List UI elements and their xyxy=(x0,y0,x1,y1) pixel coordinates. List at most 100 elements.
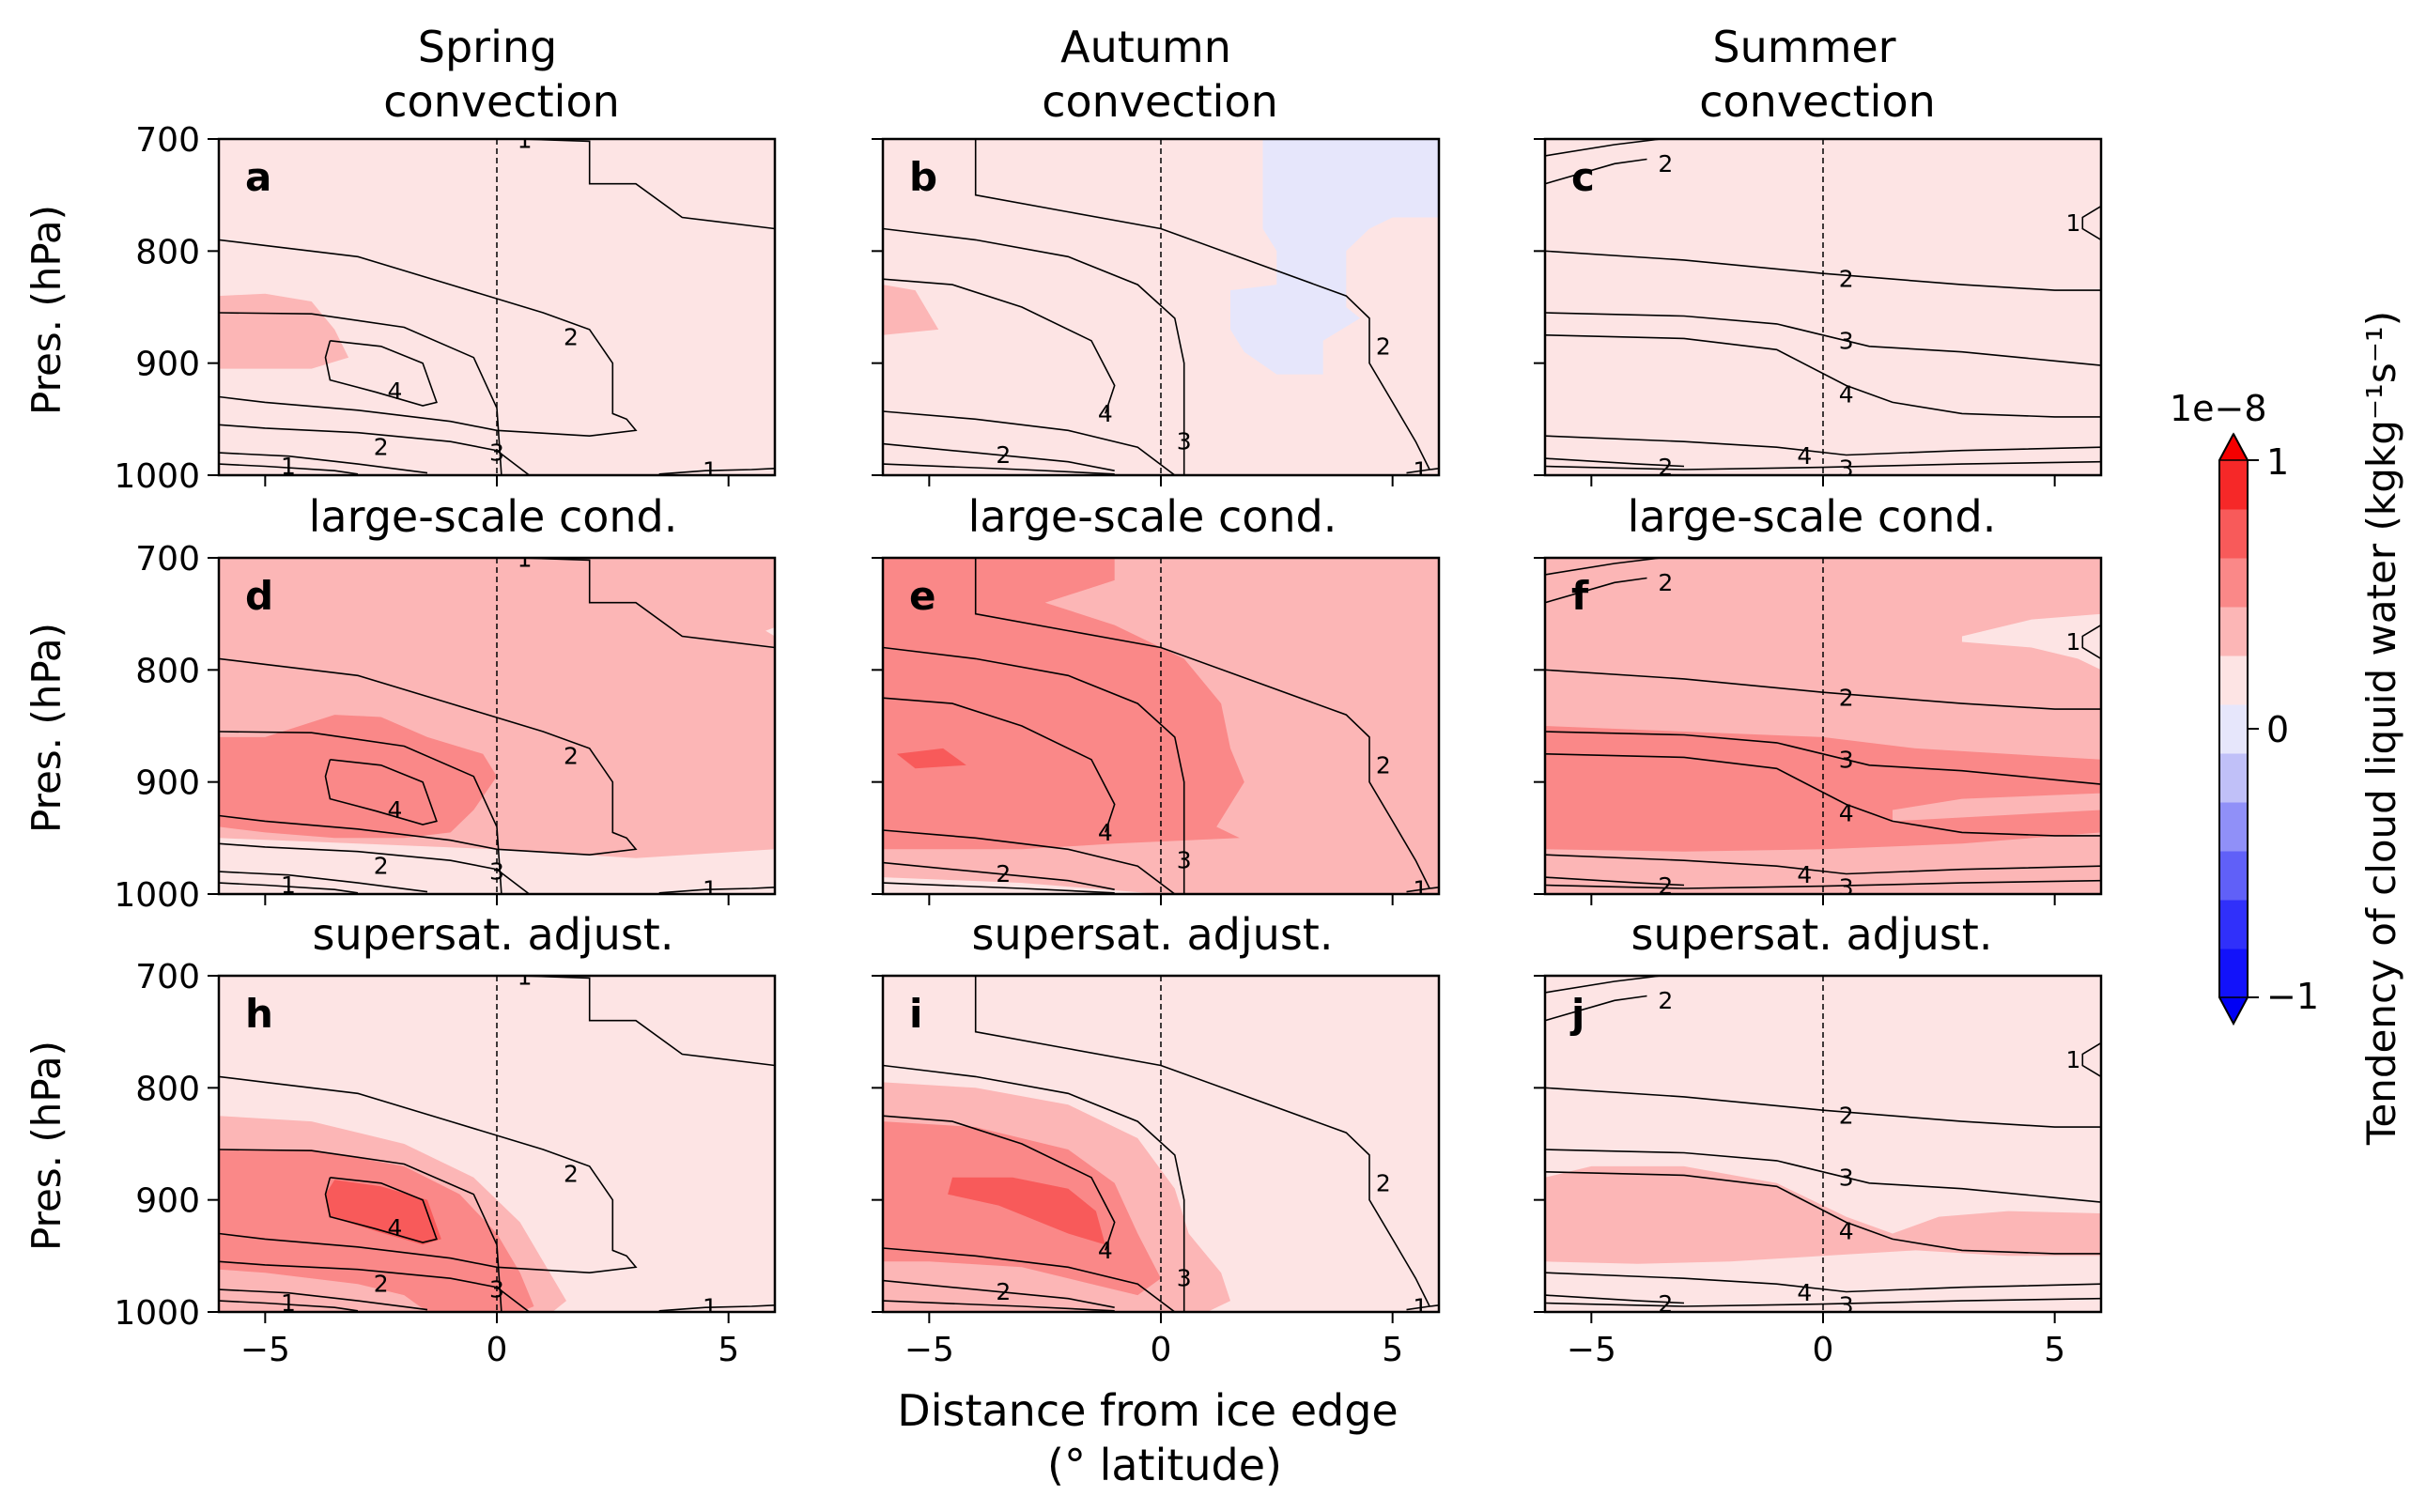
col-title-summer-line1: Summer xyxy=(1712,22,1895,72)
panel-f-contour-7 xyxy=(1545,876,1685,887)
panel-j-x-tick-label-2: 5 xyxy=(2044,1331,2065,1369)
panel-c-contour-label-8: 3 xyxy=(1839,455,1854,482)
panel-b-letter: b xyxy=(909,154,937,200)
panel-e-contour-4 xyxy=(883,861,1115,890)
panel-a-contour-6 xyxy=(219,463,359,475)
panel-c-contour-4 xyxy=(1545,312,2101,366)
panel-e-plot-area: 2 3 4 2 1 xyxy=(883,558,1439,903)
panel-i-x-tick-label-1: 0 xyxy=(1151,1331,1172,1369)
panel-h-x-tick-label-1: 0 xyxy=(487,1331,508,1369)
colorbar-segment-10 xyxy=(2219,460,2248,510)
panel-d-y-tick-label-1: 800 xyxy=(135,652,200,690)
panel-b-contour-label-0: 2 xyxy=(1376,332,1391,360)
panel-f-contour-label-4: 3 xyxy=(1839,746,1854,773)
panel-b-fill-region-1 xyxy=(883,285,939,335)
panel-c-contour-3 xyxy=(1545,250,2101,291)
colorbar-segment-2 xyxy=(2219,851,2248,901)
panel-i-fill-region-2 xyxy=(948,1177,1105,1245)
panel-i-contour-label-1: 3 xyxy=(1177,1265,1192,1292)
col-title-summer-line2: convection xyxy=(1699,76,1936,127)
panel-f-contour-0 xyxy=(1545,558,1661,576)
panel-j-contour-label-5: 4 xyxy=(1839,1218,1854,1245)
panel-f-contour-label-2: 1 xyxy=(2065,628,2080,656)
panel-c-contour-0 xyxy=(1545,139,1661,157)
panel-c-contour-label-0: 2 xyxy=(1658,150,1673,177)
colorbar xyxy=(2218,432,2259,1026)
panel-j-contour-6 xyxy=(1545,1272,2101,1293)
panel-d-contour-6 xyxy=(219,882,359,894)
colorbar-segment-3 xyxy=(2219,802,2248,852)
panel-c-contour-label-2: 1 xyxy=(2065,209,2080,237)
panel-f-contour-3 xyxy=(1545,669,2101,710)
panel-f-contour-1 xyxy=(1545,577,1647,604)
panel-i-contour-2 xyxy=(883,1115,1116,1251)
panel-a-contour-5 xyxy=(219,452,428,474)
panel-h-contour-1 xyxy=(219,1075,638,1274)
panel-b-contour-0 xyxy=(974,139,1430,471)
panel-a-y-tick-label-3: 1000 xyxy=(114,457,200,496)
panel-i-contour-label-2: 4 xyxy=(1098,1237,1113,1264)
panel-b-contour-label-4: 2 xyxy=(996,441,1011,469)
panel-i-contour-4 xyxy=(883,1279,1115,1308)
colorbar-segment-6 xyxy=(2219,656,2248,705)
panel-h-contour-4 xyxy=(219,1260,530,1312)
panel-d-contour-label-5: 2 xyxy=(374,853,389,880)
y-axis-label-row2: Pres. (hPa) xyxy=(23,623,70,833)
panel-i-contour-label-6: 1 xyxy=(1413,1294,1428,1321)
panel-f-contour-label-7: 2 xyxy=(1658,872,1673,900)
panel-b-contour-5 xyxy=(883,463,1115,475)
panel-a-contour-7 xyxy=(658,468,775,475)
panel-d-contour-3 xyxy=(324,759,438,825)
panel-a-contour-2 xyxy=(219,312,502,475)
panel-j-contour-0 xyxy=(1545,976,1661,994)
panel-f-contour-2 xyxy=(2081,624,2101,660)
panel-d-fill-region-1 xyxy=(765,627,775,637)
panel-a-contour-0 xyxy=(519,139,775,230)
colorbar-segment-7 xyxy=(2219,607,2248,656)
panel-j-contour-2 xyxy=(2081,1041,2101,1078)
colorbar-segment-8 xyxy=(2219,558,2248,608)
panel-b-contour-3 xyxy=(883,410,1176,475)
panel-a-contour-label-1: 2 xyxy=(564,324,579,351)
panel-d-contour-label-0: 1 xyxy=(518,546,533,573)
colorbar-tick-label-mid: 0 xyxy=(2266,709,2289,750)
panel-e-fill-region-2 xyxy=(896,748,966,769)
row-title-large-scale-spring: large-scale cond. xyxy=(309,491,678,542)
panel-e-fill-region-1 xyxy=(883,558,1244,850)
panel-b-contour-2 xyxy=(883,278,1116,414)
panel-h-contour-label-6: 1 xyxy=(281,1289,296,1317)
colorbar-segment-4 xyxy=(2219,753,2248,803)
panel-d-contour-1 xyxy=(219,657,638,856)
panel-e-contour-label-1: 3 xyxy=(1177,847,1192,874)
panel-c-contour-8 xyxy=(1545,460,2101,471)
panel-b-contour-1 xyxy=(883,227,1185,475)
panel-e-contour-0 xyxy=(974,558,1430,889)
panel-a-contour-label-5: 2 xyxy=(374,434,389,461)
panel-e-contour-2 xyxy=(883,697,1116,833)
row-title-supersat-summer: supersat. adjust. xyxy=(1631,909,1993,960)
panel-i-contour-0 xyxy=(974,976,1430,1307)
panel-b-contour-label-2: 4 xyxy=(1098,400,1113,427)
panel-d-letter: d xyxy=(245,573,273,619)
panel-c-contour-2 xyxy=(2081,205,2101,241)
panel-e-contour-label-6: 1 xyxy=(1413,876,1428,903)
col-title-spring-line1: Spring xyxy=(418,22,557,72)
x-axis-label-line2: (° latitude) xyxy=(1047,1440,1282,1490)
panel-j-letter: j xyxy=(1569,991,1584,1037)
panel-c-contour-label-5: 4 xyxy=(1839,381,1854,409)
panel-b-contour-label-1: 3 xyxy=(1177,428,1192,455)
panel-i-x-tick-label-0: −5 xyxy=(904,1331,954,1369)
panel-e-contour-label-0: 2 xyxy=(1376,751,1391,779)
panel-f-contour-4 xyxy=(1545,731,2101,785)
panel-j-contour-8 xyxy=(1545,1297,2101,1307)
panel-i-contour-3 xyxy=(883,1247,1176,1312)
panel-e-letter: e xyxy=(909,573,936,619)
panel-a-contour-label-6: 1 xyxy=(281,453,296,480)
panel-i-contour-label-4: 2 xyxy=(996,1278,1011,1305)
